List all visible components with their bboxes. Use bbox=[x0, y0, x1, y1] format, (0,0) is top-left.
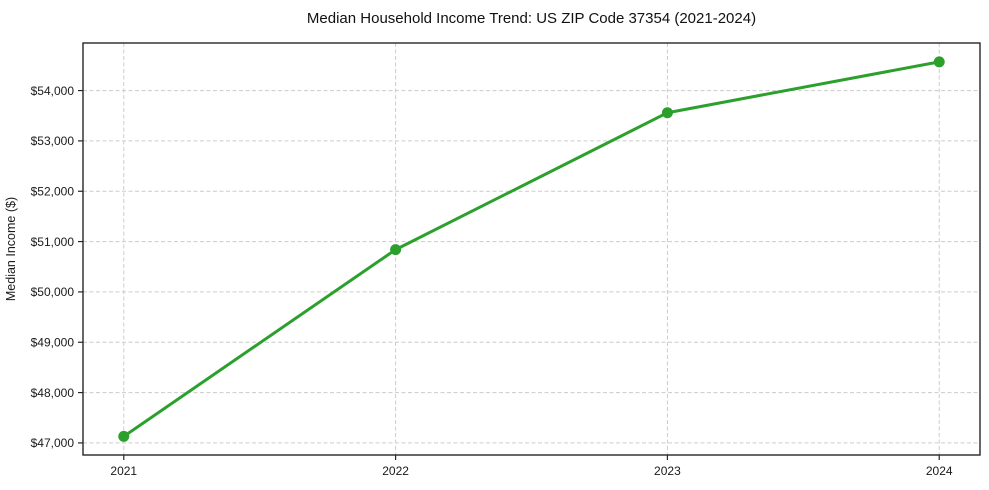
y-axis-label: Median Income ($) bbox=[4, 197, 18, 301]
y-tick-label: $50,000 bbox=[31, 285, 75, 299]
trend-line bbox=[122, 60, 941, 438]
income-line-series bbox=[118, 56, 945, 442]
axes: $47,000 $48,000 $49,000 $50,000 $51,000 $52,0… bbox=[31, 42, 981, 478]
data-point-marker bbox=[118, 430, 130, 442]
plot-border bbox=[82, 42, 981, 456]
grid-lines bbox=[83, 43, 980, 455]
chart-title: Median Household Income Trend: US ZIP Co… bbox=[307, 10, 756, 27]
y-tick-label: $51,000 bbox=[31, 235, 75, 249]
x-tick-label: 2021 bbox=[110, 464, 137, 478]
data-point-marker bbox=[390, 244, 402, 256]
y-tick-label: $53,000 bbox=[31, 134, 75, 148]
y-tick-label: $54,000 bbox=[31, 84, 75, 98]
x-tick-label: 2022 bbox=[382, 464, 409, 478]
y-tick-label: $52,000 bbox=[31, 184, 75, 198]
data-point-marker bbox=[661, 107, 673, 119]
data-point-marker bbox=[933, 56, 945, 68]
y-tick-label: $47,000 bbox=[31, 436, 75, 450]
x-tick-label: 2024 bbox=[926, 464, 953, 478]
x-tick-label: 2023 bbox=[654, 464, 681, 478]
y-tick-label: $49,000 bbox=[31, 335, 75, 349]
y-tick-label: $48,000 bbox=[31, 386, 75, 400]
